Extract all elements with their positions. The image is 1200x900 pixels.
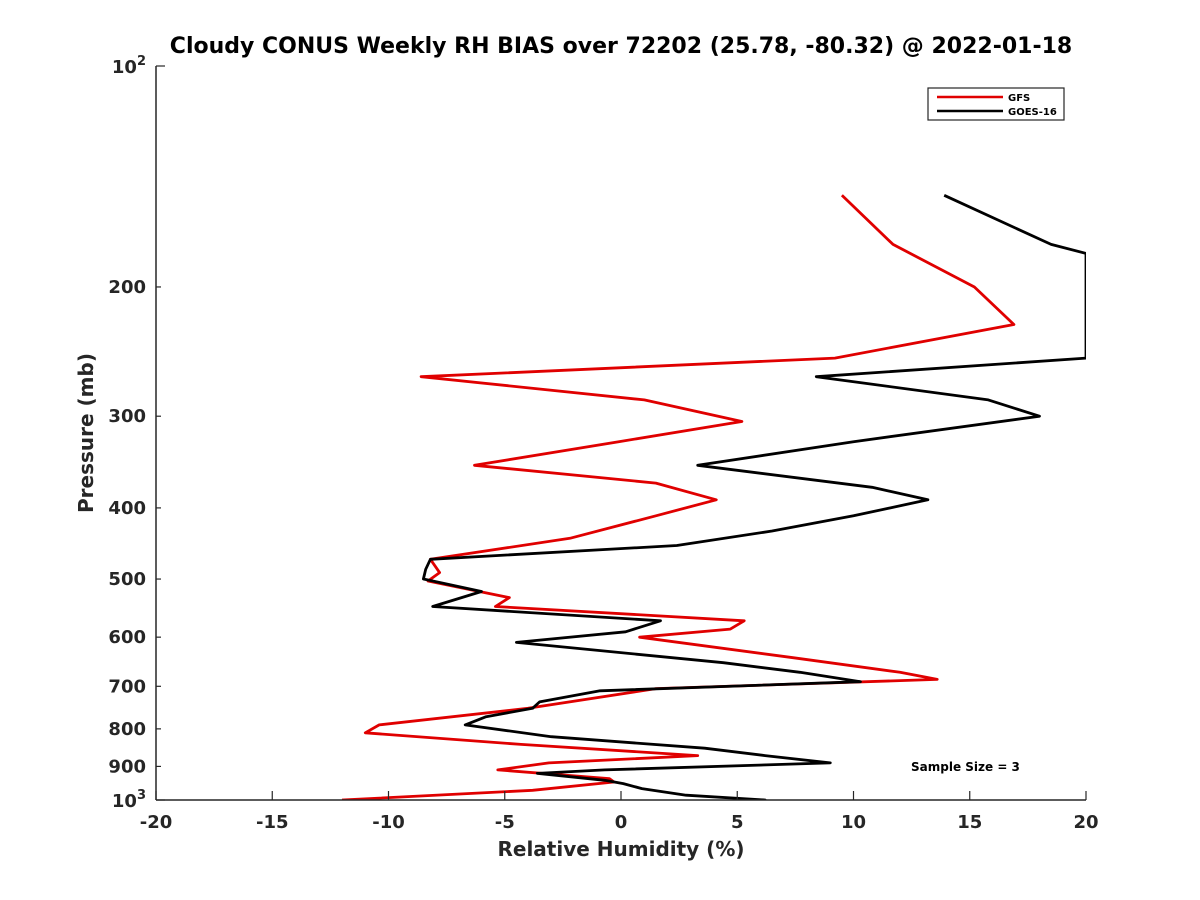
y-tick-label: 800 <box>108 719 146 740</box>
y-tick-label: 500 <box>108 569 146 590</box>
x-tick-label: 0 <box>615 812 628 833</box>
y-tick-label: 700 <box>108 676 146 697</box>
legend-box <box>927 87 1065 121</box>
legend-label-gfs: GFS <box>1008 93 1030 104</box>
x-tick-label: -10 <box>372 812 405 833</box>
y-tick-label-exponent: 103 <box>112 788 146 812</box>
x-axis-ticks: -20 -15 -10 -5 0 5 10 15 20 <box>140 791 1099 833</box>
y-axis-ticks: 200 300 400 500 600 700 800 900 102 103 <box>108 54 165 812</box>
series-line-gfs <box>341 194 1016 800</box>
x-axis-label: Relative Humidity (%) <box>497 837 744 861</box>
x-tick-label: 10 <box>841 812 866 833</box>
y-tick-label: 400 <box>108 498 146 519</box>
y-tick-label-exponent: 102 <box>112 54 146 78</box>
legend-label-goes16: GOES-16 <box>1008 107 1057 118</box>
y-tick-label: 200 <box>108 277 146 298</box>
x-tick-label: -20 <box>140 812 173 833</box>
x-tick-label: -5 <box>495 812 515 833</box>
y-tick-label: 600 <box>108 627 146 648</box>
y-tick-label: 300 <box>108 406 146 427</box>
x-tick-label: -15 <box>256 812 289 833</box>
chart-title: Cloudy CONUS Weekly RH BIAS over 72202 (… <box>170 34 1072 59</box>
series-layer <box>341 194 1086 800</box>
sample-size-annotation: Sample Size = 3 <box>911 760 1020 774</box>
y-axis-label: Pressure (mb) <box>74 353 98 513</box>
plot-area: -20 -15 -10 -5 0 5 10 15 20 200 300 400 500 600 700 80… <box>108 54 1098 833</box>
x-tick-label: 15 <box>957 812 982 833</box>
legend: GFS GOES-16 <box>927 87 1065 121</box>
x-tick-label: 5 <box>731 812 744 833</box>
x-tick-label: 20 <box>1073 812 1098 833</box>
series-line-goes16 <box>421 194 1086 800</box>
y-tick-label: 900 <box>108 756 146 777</box>
